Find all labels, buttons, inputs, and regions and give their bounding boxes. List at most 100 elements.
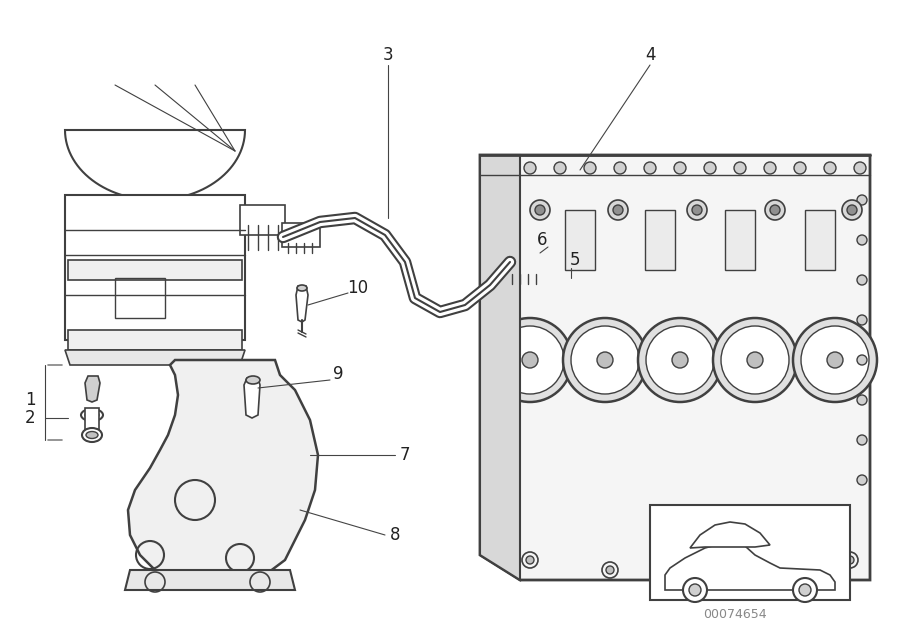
Circle shape xyxy=(496,326,564,394)
Bar xyxy=(282,223,320,247)
Circle shape xyxy=(689,584,701,596)
Circle shape xyxy=(530,200,550,220)
Circle shape xyxy=(857,235,867,245)
Polygon shape xyxy=(65,130,245,200)
Text: 2: 2 xyxy=(24,409,35,427)
Ellipse shape xyxy=(82,428,102,442)
Bar xyxy=(543,180,618,230)
Circle shape xyxy=(794,162,806,174)
Circle shape xyxy=(801,326,869,394)
Circle shape xyxy=(854,162,866,174)
Bar xyxy=(506,254,544,278)
Circle shape xyxy=(857,355,867,365)
Circle shape xyxy=(857,395,867,405)
Polygon shape xyxy=(296,286,308,322)
Bar xyxy=(65,195,245,340)
Text: 10: 10 xyxy=(347,279,369,297)
Circle shape xyxy=(563,318,647,402)
Bar xyxy=(725,210,755,270)
Circle shape xyxy=(570,273,580,283)
Circle shape xyxy=(683,578,707,602)
Circle shape xyxy=(687,200,707,220)
Text: 00074654: 00074654 xyxy=(703,608,767,622)
Circle shape xyxy=(568,173,592,197)
Circle shape xyxy=(638,318,722,402)
Bar xyxy=(650,505,850,600)
Circle shape xyxy=(646,326,714,394)
Ellipse shape xyxy=(246,376,260,384)
Bar xyxy=(610,230,635,250)
Ellipse shape xyxy=(81,409,103,421)
Bar xyxy=(240,205,285,235)
Ellipse shape xyxy=(86,432,98,439)
Circle shape xyxy=(597,352,613,368)
Circle shape xyxy=(704,162,716,174)
Circle shape xyxy=(857,275,867,285)
Circle shape xyxy=(686,561,694,569)
Bar xyxy=(565,210,595,270)
Bar xyxy=(85,408,99,430)
Polygon shape xyxy=(128,360,318,580)
Ellipse shape xyxy=(85,411,99,418)
Circle shape xyxy=(827,352,843,368)
Circle shape xyxy=(824,162,836,174)
Bar xyxy=(115,278,165,318)
Bar xyxy=(68,330,242,350)
Circle shape xyxy=(550,155,610,215)
Circle shape xyxy=(747,352,763,368)
Circle shape xyxy=(674,162,686,174)
Circle shape xyxy=(764,162,776,174)
Circle shape xyxy=(554,162,566,174)
Circle shape xyxy=(526,556,534,564)
Bar xyxy=(645,210,675,270)
Circle shape xyxy=(571,326,639,394)
Circle shape xyxy=(606,566,614,574)
Circle shape xyxy=(524,162,536,174)
Bar xyxy=(485,210,515,270)
Text: 8: 8 xyxy=(390,526,400,544)
Polygon shape xyxy=(665,543,835,590)
Circle shape xyxy=(672,352,688,368)
Circle shape xyxy=(765,200,785,220)
Polygon shape xyxy=(690,522,770,548)
Circle shape xyxy=(799,584,811,596)
Circle shape xyxy=(494,162,506,174)
Text: 5: 5 xyxy=(570,251,580,269)
Polygon shape xyxy=(65,350,245,365)
Text: 9: 9 xyxy=(333,365,343,383)
Polygon shape xyxy=(480,155,870,580)
Circle shape xyxy=(857,475,867,485)
Circle shape xyxy=(608,200,628,220)
Circle shape xyxy=(613,205,623,215)
Polygon shape xyxy=(125,570,295,590)
Bar xyxy=(68,260,242,280)
Polygon shape xyxy=(244,378,260,418)
Circle shape xyxy=(847,205,857,215)
Circle shape xyxy=(842,200,862,220)
Polygon shape xyxy=(85,376,100,402)
Circle shape xyxy=(535,205,545,215)
Circle shape xyxy=(692,205,702,215)
Circle shape xyxy=(846,556,854,564)
Circle shape xyxy=(584,162,596,174)
Circle shape xyxy=(857,315,867,325)
Circle shape xyxy=(734,162,746,174)
Circle shape xyxy=(793,578,817,602)
Circle shape xyxy=(713,318,797,402)
Text: 1: 1 xyxy=(24,391,35,409)
Circle shape xyxy=(614,162,626,174)
Circle shape xyxy=(770,205,780,215)
Bar xyxy=(565,252,585,270)
Circle shape xyxy=(488,318,572,402)
Circle shape xyxy=(721,326,789,394)
Text: 4: 4 xyxy=(644,46,655,64)
Text: 3: 3 xyxy=(382,46,393,64)
Ellipse shape xyxy=(297,285,307,291)
Polygon shape xyxy=(480,155,520,580)
Circle shape xyxy=(857,435,867,445)
Text: 6: 6 xyxy=(536,231,547,249)
Circle shape xyxy=(644,162,656,174)
Circle shape xyxy=(857,195,867,205)
Bar xyxy=(520,230,550,250)
Text: 7: 7 xyxy=(400,446,410,464)
